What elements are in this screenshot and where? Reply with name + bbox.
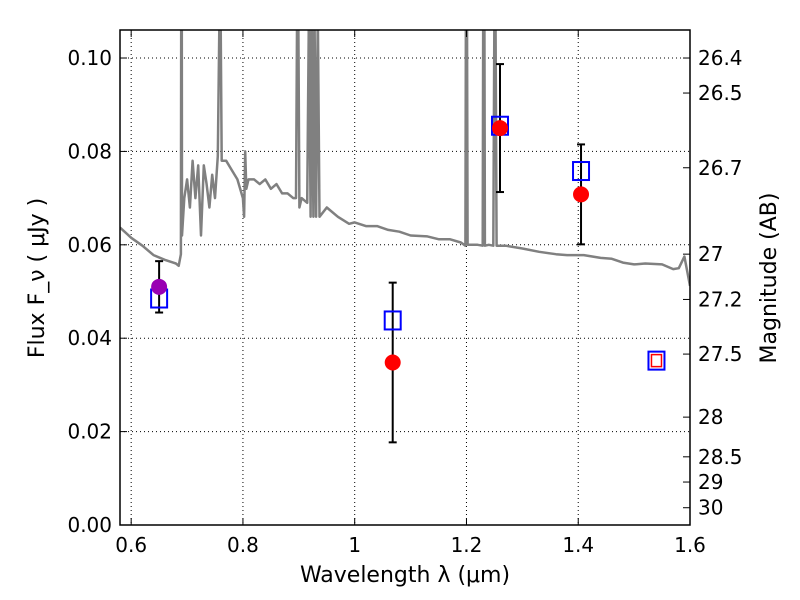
observed-flux-point — [573, 186, 590, 203]
x-tick-label: 1 — [348, 533, 361, 557]
right-tick-label: 26.4 — [698, 46, 743, 70]
data-points-layer — [150, 63, 666, 444]
observed-flux-point — [151, 278, 168, 295]
x-tick-label: 1.2 — [451, 533, 483, 557]
y-axis-label: Flux F_ν ( μJy ) — [25, 198, 50, 358]
x-tick-label: 0.6 — [115, 533, 147, 557]
y-tick-label: 0.00 — [67, 513, 112, 537]
right-tick-label: 29 — [698, 470, 723, 494]
x-tick-label: 1.4 — [562, 533, 594, 557]
right-tick-label: 27 — [698, 242, 723, 266]
y-axis-right-label: Magnitude (AB) — [757, 193, 782, 364]
right-tick-label: 30 — [698, 496, 723, 520]
axis-ticks: 0.6 0.8 1 1.2 1.4 1.6 0.00 0.02 0.04 0.06 0.08 0.10… — [67, 30, 743, 557]
model-spectrum-layer — [120, 30, 690, 287]
extra-marker-square — [650, 353, 663, 368]
model-spectrum-line — [120, 30, 690, 287]
right-tick-label: 28.5 — [698, 445, 743, 469]
right-tick-label: 27.5 — [698, 342, 743, 366]
observed-flux-point — [384, 354, 401, 371]
model-photometry-square — [383, 310, 402, 331]
y-tick-label: 0.06 — [67, 233, 112, 257]
right-tick-label: 28 — [698, 405, 723, 429]
right-tick-label: 26.7 — [698, 156, 743, 180]
plot-frame — [119, 29, 691, 526]
model-photometry-square — [647, 350, 666, 371]
y-tick-label: 0.08 — [67, 139, 112, 163]
observed-flux-point — [492, 120, 508, 137]
x-tick-label: 0.8 — [227, 533, 259, 557]
right-tick-label: 26.5 — [698, 81, 743, 105]
y-tick-label: 0.02 — [67, 420, 112, 444]
y-tick-label: 0.10 — [67, 46, 112, 70]
model-photometry-square — [572, 161, 591, 182]
x-axis-label: Wavelength λ (μm) — [300, 563, 510, 588]
grid-lines — [120, 30, 691, 526]
x-tick-label: 1.6 — [674, 533, 706, 557]
right-tick-label: 27.2 — [698, 287, 743, 311]
y-tick-label: 0.04 — [67, 326, 112, 350]
